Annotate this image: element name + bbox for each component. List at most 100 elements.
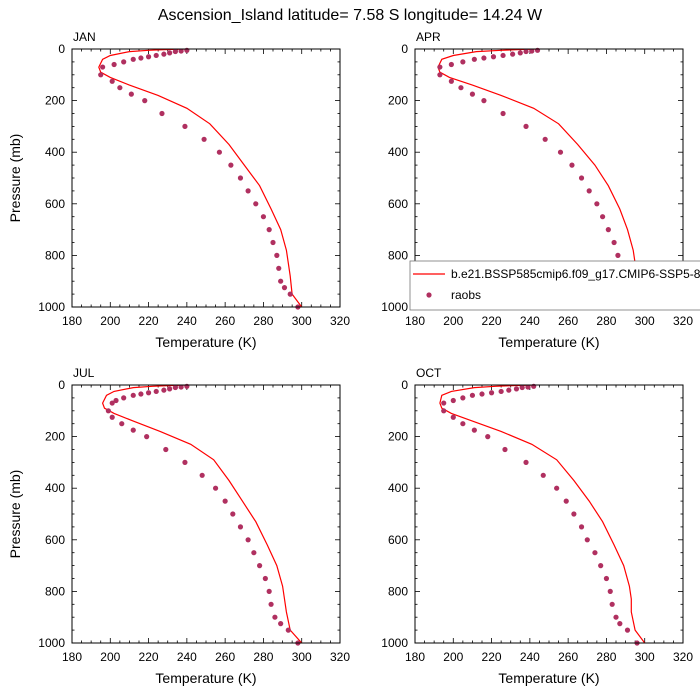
- raobs-point: [584, 537, 590, 543]
- y-tick-label: 800: [388, 584, 408, 598]
- legend: b.e21.BSSP585cmip6.f09_g17.CMIP6-SSP5-8.…: [409, 260, 700, 311]
- raobs-point: [121, 395, 127, 401]
- raobs-point: [201, 136, 207, 142]
- raobs-point: [109, 78, 115, 84]
- raobs-point: [100, 64, 106, 70]
- raobs-point: [251, 550, 257, 556]
- raobs-point: [178, 384, 184, 390]
- raobs-point: [145, 54, 152, 60]
- raobs-point: [172, 384, 178, 391]
- raobs-point: [542, 136, 548, 142]
- x-tick-label: 300: [635, 314, 655, 328]
- y-tick-label: 600: [45, 533, 65, 547]
- raobs-point: [506, 387, 512, 393]
- raobs-point: [184, 47, 190, 53]
- raobs-point: [109, 400, 115, 406]
- raobs-point: [594, 201, 600, 207]
- raobs-point: [222, 498, 228, 504]
- raobs-point: [260, 214, 267, 220]
- raobs-point: [469, 91, 476, 97]
- model-line: [437, 49, 653, 307]
- raobs-point: [281, 285, 288, 291]
- raobs-point: [471, 427, 477, 433]
- raobs-point: [554, 485, 560, 491]
- raobs-point: [257, 563, 263, 569]
- raobs-point: [212, 485, 219, 491]
- raobs-point: [144, 434, 150, 440]
- raobs-point: [598, 563, 604, 569]
- y-tick-label: 0: [58, 378, 65, 392]
- x-tick-label: 320: [330, 650, 350, 664]
- model-line: [98, 49, 303, 307]
- x-tick-label: 240: [520, 314, 540, 328]
- raobs-point: [274, 252, 280, 258]
- model-line: [439, 385, 646, 643]
- panel-jan: 180 200 220 240 260 280 300 320 0 200 400 600 800 100…: [7, 30, 350, 350]
- raobs-point: [534, 47, 541, 53]
- y-tick-label: 1000: [381, 636, 408, 650]
- raobs-point: [167, 386, 173, 392]
- model-line: [101, 385, 303, 643]
- raobs-point: [237, 175, 244, 181]
- raobs-point: [117, 85, 123, 91]
- y-tick-label: 400: [45, 145, 65, 159]
- raobs-point: [105, 408, 111, 414]
- raobs-point: [161, 51, 167, 57]
- y-tick-label: 0: [401, 42, 408, 56]
- y-axis-label: Pressure (mb): [7, 470, 23, 559]
- panel-label: APR: [416, 30, 441, 44]
- raobs-point: [441, 400, 447, 406]
- x-axis-label: Temperature (K): [498, 670, 599, 686]
- raobs-point: [586, 188, 592, 194]
- raobs-point: [199, 472, 205, 478]
- x-tick-label: 320: [673, 314, 693, 328]
- legend-box: [409, 260, 700, 311]
- y-tick-label: 400: [388, 481, 408, 495]
- raobs-point: [121, 59, 127, 65]
- panel-apr: 180 200 220 240 260 280 300 320 0 200 400 600 800 100…: [381, 30, 700, 350]
- raobs-point: [500, 52, 506, 59]
- y-tick-label: 400: [388, 145, 408, 159]
- raobs-point: [167, 50, 173, 56]
- raobs-point: [450, 414, 456, 420]
- raobs-point: [448, 78, 454, 84]
- x-tick-label: 300: [292, 650, 312, 664]
- y-tick-label: 400: [45, 481, 65, 495]
- x-tick-label: 320: [330, 314, 350, 328]
- figure-title: Ascension_Island latitude= 7.58 S longit…: [158, 7, 543, 24]
- raobs-point: [611, 239, 617, 246]
- raobs-point: [270, 239, 276, 246]
- raobs-point: [276, 265, 282, 271]
- x-tick-label: 200: [100, 650, 120, 664]
- x-tick-label: 180: [62, 314, 82, 328]
- raobs-point: [437, 64, 443, 70]
- y-tick-label: 600: [45, 197, 65, 211]
- y-axis-label: Pressure (mb): [7, 134, 23, 223]
- y-tick-label: 200: [388, 430, 408, 444]
- raobs-point: [245, 188, 251, 194]
- y-tick-label: 600: [388, 197, 408, 211]
- y-tick-label: 200: [388, 94, 408, 108]
- raobs-point: [184, 383, 190, 389]
- raobs-point: [513, 386, 520, 392]
- raobs-point: [523, 459, 529, 465]
- x-tick-label: 260: [558, 314, 578, 328]
- raobs-point: [448, 61, 454, 68]
- panel-label: OCT: [416, 366, 442, 380]
- raobs-point: [578, 175, 585, 181]
- x-tick-label: 280: [253, 314, 273, 328]
- x-tick-label: 220: [139, 314, 159, 328]
- raobs-point: [230, 511, 236, 517]
- raobs-point: [98, 72, 104, 78]
- raobs-point: [182, 123, 188, 129]
- y-tick-label: 800: [45, 584, 65, 598]
- panel-oct: 180 200 220 240 260 280 300 320 0 200 400 600 800 100…: [381, 366, 693, 686]
- raobs-point: [485, 434, 491, 440]
- raobs-point: [111, 61, 117, 68]
- x-tick-label: 220: [482, 314, 502, 328]
- x-tick-label: 240: [177, 314, 197, 328]
- raobs-point: [460, 395, 466, 401]
- raobs-point: [182, 459, 188, 465]
- raobs-point: [481, 55, 487, 61]
